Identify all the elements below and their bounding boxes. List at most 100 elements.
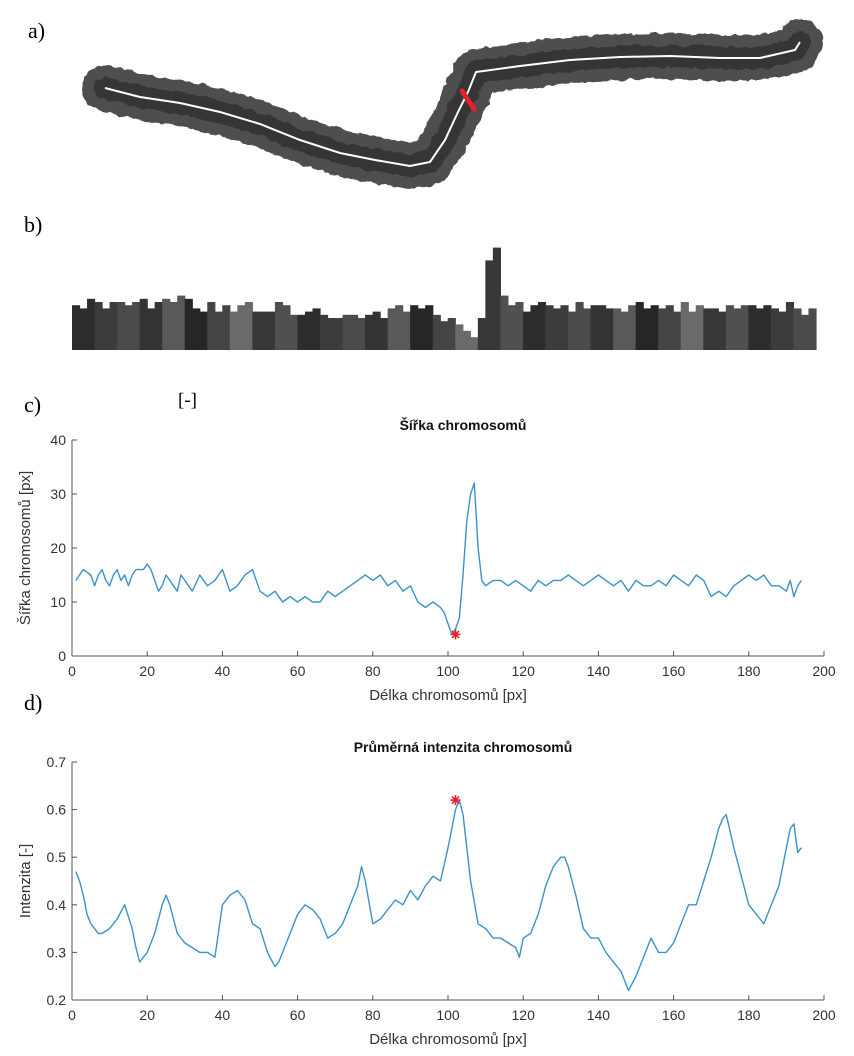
band-column xyxy=(139,298,148,350)
band-column xyxy=(312,308,321,350)
x-tick-label: 20 xyxy=(139,663,155,679)
y-tick-label: 0.3 xyxy=(47,944,67,960)
band-column xyxy=(274,302,284,350)
band-column xyxy=(417,308,426,350)
band-column xyxy=(770,308,780,350)
band-column xyxy=(725,305,734,350)
intensity-chart: 0 20 40 60 80 100 120 140 160 180 200 0.2 0.3 0.4 0.5 0… xyxy=(17,739,836,1048)
panel-label-a: a) xyxy=(28,18,46,43)
band-column xyxy=(710,308,719,350)
x-tick-label: 180 xyxy=(737,1007,761,1023)
band-column xyxy=(598,305,607,350)
band-column xyxy=(455,324,464,350)
x-tick-label: 100 xyxy=(436,663,460,679)
band-column xyxy=(485,260,494,350)
x-tick-label: 120 xyxy=(512,1007,536,1023)
band-column xyxy=(650,305,659,350)
band-column xyxy=(583,308,592,350)
band-column xyxy=(800,314,810,350)
band-column xyxy=(665,305,674,350)
band-column xyxy=(680,302,689,350)
band-column xyxy=(207,302,216,350)
y-axis-label: Šířka chromosomů [px] xyxy=(17,471,34,625)
band-column xyxy=(289,314,299,350)
band-column xyxy=(522,311,532,350)
band-column xyxy=(320,314,329,350)
band-column xyxy=(695,305,704,350)
x-tick-label: 20 xyxy=(139,1007,155,1023)
min-max-marker xyxy=(450,795,461,806)
band-column xyxy=(395,305,404,350)
band-column xyxy=(304,311,314,350)
band-column xyxy=(545,305,554,350)
band-column xyxy=(778,311,787,350)
x-tick-label: 60 xyxy=(290,1007,306,1023)
band-column xyxy=(507,305,516,350)
x-axis-label: Délka chromosomů [px] xyxy=(369,1031,527,1048)
x-tick-label: 60 xyxy=(290,663,306,679)
y-tick-label: 0.2 xyxy=(47,992,67,1008)
band-column xyxy=(575,302,584,350)
x-tick-label: 200 xyxy=(812,1007,836,1023)
band-column xyxy=(132,302,141,350)
y-tick-label: 30 xyxy=(50,486,66,502)
x-tick-label: 140 xyxy=(587,663,611,679)
band-column xyxy=(192,308,201,350)
band-column xyxy=(237,305,246,350)
band-column xyxy=(635,302,644,350)
x-tick-label: 200 xyxy=(812,663,836,679)
x-tick-label: 180 xyxy=(737,663,761,679)
band-column xyxy=(605,308,614,350)
band-column xyxy=(440,321,449,350)
band-column xyxy=(492,247,501,350)
band-column xyxy=(350,314,359,350)
x-tick-label: 80 xyxy=(365,663,381,679)
band-column xyxy=(199,311,208,350)
band-column xyxy=(462,330,471,350)
band-column xyxy=(763,305,772,350)
y-tick-label: 0.6 xyxy=(47,802,67,818)
y-tick-label: 20 xyxy=(50,540,66,556)
band-column xyxy=(643,308,652,350)
band-column xyxy=(470,337,479,350)
band-column xyxy=(688,311,697,350)
band-column xyxy=(477,318,486,350)
band-column xyxy=(568,311,577,350)
x-tick-label: 0 xyxy=(68,1007,76,1023)
band-column xyxy=(560,305,569,350)
band-column xyxy=(109,302,118,350)
band-column xyxy=(297,314,306,350)
series-line xyxy=(75,799,802,992)
band-column xyxy=(755,308,764,350)
band-column xyxy=(335,318,344,350)
band-column xyxy=(740,305,749,350)
stray-unit-label: [-] xyxy=(178,390,197,411)
series-line xyxy=(75,482,802,636)
min-max-marker xyxy=(450,629,461,640)
band-column xyxy=(673,311,682,350)
band-column xyxy=(252,311,261,350)
band-column xyxy=(793,308,802,350)
band-column xyxy=(410,305,419,350)
band-column xyxy=(342,314,351,350)
band-column xyxy=(124,305,133,350)
x-tick-label: 160 xyxy=(662,1007,686,1023)
band-column xyxy=(102,308,111,350)
band-column xyxy=(94,302,103,350)
band-column xyxy=(613,308,622,350)
band-column xyxy=(214,311,223,350)
x-tick-label: 120 xyxy=(512,663,536,679)
band-column xyxy=(117,302,126,350)
band-column xyxy=(380,318,389,350)
x-tick-label: 0 xyxy=(68,663,76,679)
band-column xyxy=(552,308,562,350)
x-tick-label: 100 xyxy=(436,1007,460,1023)
band-column xyxy=(402,311,411,350)
band-column xyxy=(748,305,757,350)
x-tick-label: 40 xyxy=(215,663,231,679)
band-column xyxy=(177,295,186,350)
band-column xyxy=(447,318,456,350)
panel-label-b: b) xyxy=(24,212,43,237)
band-column xyxy=(500,295,509,350)
band-column xyxy=(244,302,253,350)
